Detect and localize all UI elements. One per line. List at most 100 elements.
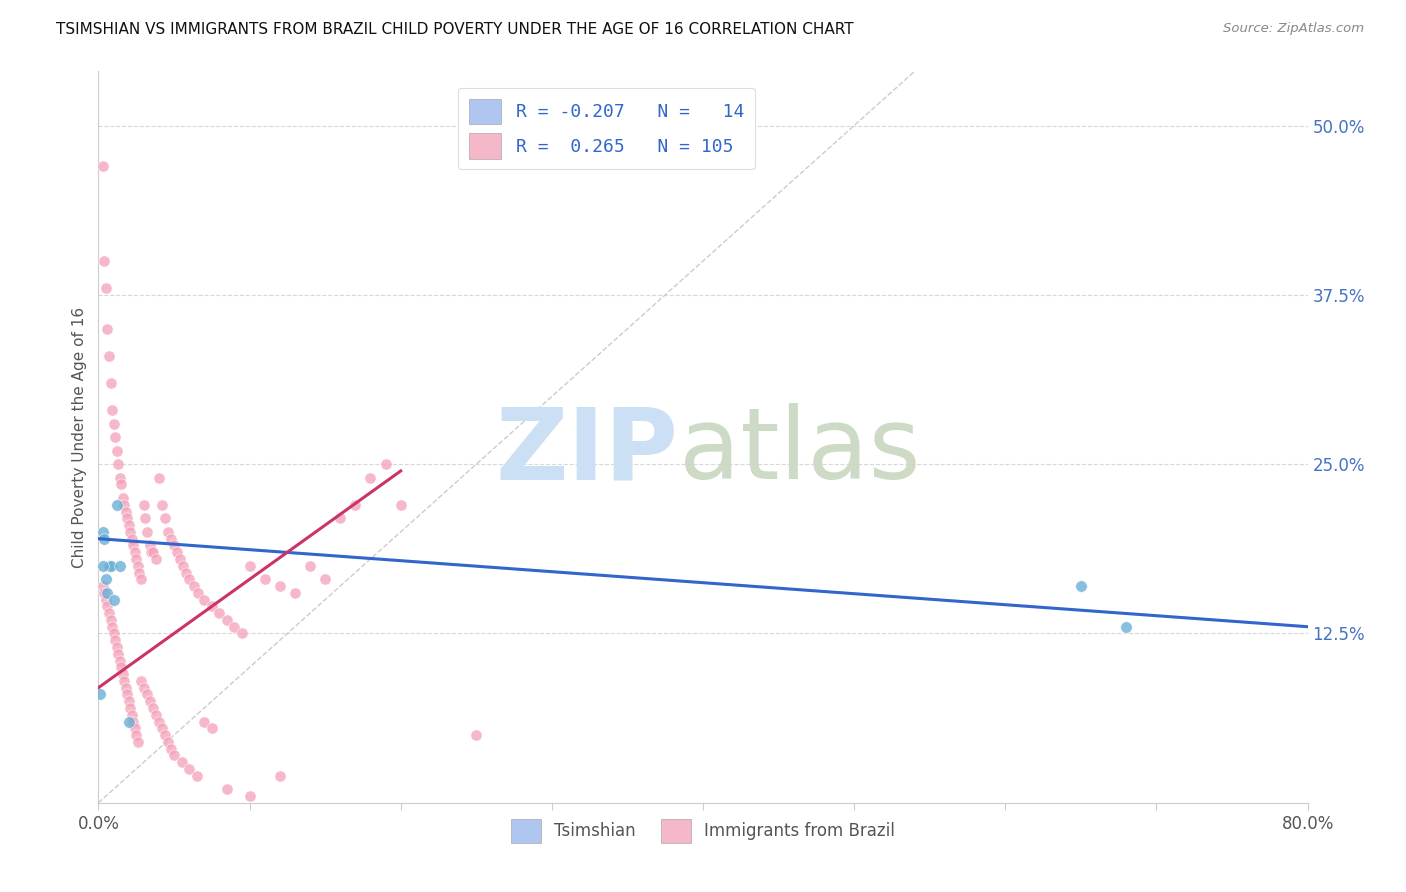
Point bbox=[127, 735, 149, 749]
Point bbox=[201, 599, 224, 614]
Point bbox=[150, 498, 173, 512]
Point bbox=[111, 667, 134, 681]
Point bbox=[193, 714, 215, 729]
Point bbox=[125, 728, 148, 742]
Point bbox=[186, 769, 208, 783]
Legend: Tsimshian, Immigrants from Brazil: Tsimshian, Immigrants from Brazil bbox=[505, 813, 901, 849]
Point bbox=[93, 254, 115, 268]
Point bbox=[98, 606, 121, 620]
Point bbox=[91, 159, 114, 173]
Point bbox=[170, 755, 193, 769]
Point bbox=[91, 524, 114, 539]
Point bbox=[156, 524, 179, 539]
Point bbox=[122, 538, 145, 552]
Point bbox=[139, 694, 162, 708]
Point bbox=[108, 558, 131, 573]
Point bbox=[1115, 620, 1137, 634]
Point bbox=[96, 599, 118, 614]
Point bbox=[105, 640, 128, 654]
Point bbox=[374, 457, 396, 471]
Point bbox=[1070, 579, 1092, 593]
Point bbox=[142, 701, 165, 715]
Point bbox=[118, 714, 141, 729]
Point bbox=[98, 349, 121, 363]
Text: Source: ZipAtlas.com: Source: ZipAtlas.com bbox=[1223, 22, 1364, 36]
Point bbox=[93, 586, 115, 600]
Point bbox=[105, 443, 128, 458]
Point bbox=[91, 558, 114, 573]
Point bbox=[389, 498, 412, 512]
Point bbox=[141, 545, 163, 559]
Point bbox=[100, 558, 122, 573]
Point bbox=[120, 701, 142, 715]
Point bbox=[215, 613, 238, 627]
Point bbox=[179, 762, 201, 776]
Point bbox=[299, 558, 322, 573]
Point bbox=[120, 524, 142, 539]
Point bbox=[122, 714, 145, 729]
Point bbox=[111, 491, 134, 505]
Point bbox=[231, 626, 253, 640]
Point bbox=[96, 586, 118, 600]
Point bbox=[129, 673, 152, 688]
Point bbox=[124, 721, 146, 735]
Point bbox=[329, 511, 352, 525]
Text: ZIP: ZIP bbox=[496, 403, 679, 500]
Point bbox=[169, 552, 191, 566]
Point bbox=[110, 660, 132, 674]
Point bbox=[148, 714, 170, 729]
Point bbox=[201, 721, 224, 735]
Point bbox=[145, 552, 167, 566]
Point bbox=[153, 511, 176, 525]
Point bbox=[187, 586, 209, 600]
Point bbox=[163, 748, 186, 763]
Point bbox=[105, 498, 128, 512]
Point bbox=[94, 281, 117, 295]
Point bbox=[269, 579, 291, 593]
Point bbox=[344, 498, 367, 512]
Point bbox=[121, 707, 143, 722]
Point bbox=[112, 673, 135, 688]
Point bbox=[103, 592, 125, 607]
Point bbox=[224, 620, 246, 634]
Point bbox=[269, 769, 291, 783]
Point bbox=[129, 572, 152, 586]
Point bbox=[107, 457, 129, 471]
Point bbox=[172, 558, 194, 573]
Point bbox=[208, 606, 231, 620]
Point bbox=[104, 633, 127, 648]
Point bbox=[360, 471, 382, 485]
Point bbox=[108, 654, 131, 668]
Text: atlas: atlas bbox=[679, 403, 921, 500]
Point bbox=[132, 681, 155, 695]
Point bbox=[239, 558, 262, 573]
Text: TSIMSHIAN VS IMMIGRANTS FROM BRAZIL CHILD POVERTY UNDER THE AGE OF 16 CORRELATIO: TSIMSHIAN VS IMMIGRANTS FROM BRAZIL CHIL… bbox=[56, 22, 853, 37]
Point bbox=[160, 532, 183, 546]
Point bbox=[153, 728, 176, 742]
Point bbox=[94, 572, 117, 586]
Point bbox=[174, 566, 197, 580]
Point bbox=[183, 579, 205, 593]
Point bbox=[125, 552, 148, 566]
Point bbox=[103, 417, 125, 431]
Point bbox=[114, 681, 136, 695]
Point bbox=[89, 688, 111, 702]
Point bbox=[91, 579, 114, 593]
Point bbox=[193, 592, 215, 607]
Point bbox=[115, 511, 138, 525]
Point bbox=[118, 694, 141, 708]
Point bbox=[124, 545, 146, 559]
Point bbox=[121, 532, 143, 546]
Point bbox=[98, 558, 121, 573]
Point bbox=[93, 532, 115, 546]
Point bbox=[101, 620, 124, 634]
Y-axis label: Child Poverty Under the Age of 16: Child Poverty Under the Age of 16 bbox=[72, 307, 87, 567]
Point bbox=[179, 572, 201, 586]
Point bbox=[166, 545, 188, 559]
Point bbox=[100, 376, 122, 390]
Point bbox=[127, 558, 149, 573]
Point bbox=[115, 688, 138, 702]
Point bbox=[114, 505, 136, 519]
Point bbox=[110, 477, 132, 491]
Point bbox=[215, 782, 238, 797]
